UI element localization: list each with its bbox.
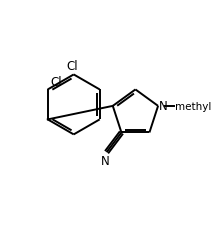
Text: methyl: methyl [175, 101, 211, 111]
Text: Cl: Cl [50, 75, 62, 88]
Text: N: N [159, 100, 168, 113]
Text: Cl: Cl [66, 60, 78, 73]
Text: N: N [101, 154, 110, 167]
